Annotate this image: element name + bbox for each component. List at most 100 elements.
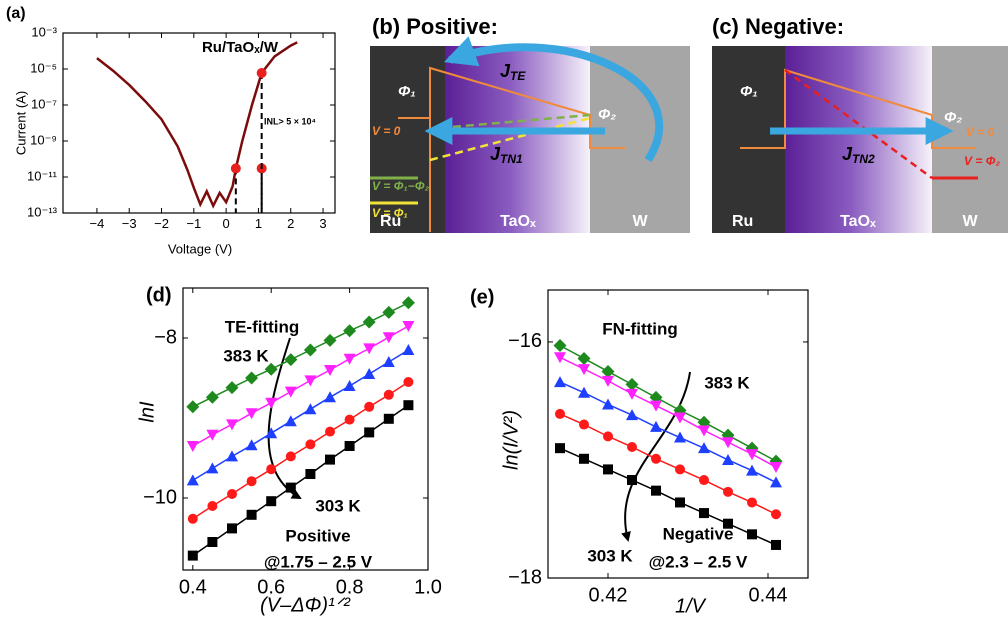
marker: [227, 523, 237, 534]
y-axis-title: ln(I/V²): [500, 410, 522, 470]
marker: [555, 443, 565, 454]
w-region: [932, 46, 1008, 233]
marker: [698, 442, 710, 454]
current-label: JTN2: [842, 144, 875, 166]
annotation: INL> 5 × 10⁴: [264, 116, 316, 126]
marker: [227, 489, 237, 499]
marker: [226, 450, 238, 462]
taox-region: [445, 46, 590, 233]
marker: [771, 509, 781, 520]
voltage-label: V = Φ₂: [964, 154, 1001, 168]
marker: [403, 400, 414, 411]
marker: [225, 381, 239, 395]
y-tick-label: 10⁻⁷: [31, 96, 57, 111]
current-label: JTN1: [490, 144, 523, 166]
marker: [363, 343, 376, 355]
series-line: [559, 447, 777, 546]
x-tick-label: 1.0: [414, 576, 442, 598]
series-line: [96, 41, 298, 209]
panel-label: (a): [6, 5, 26, 22]
series-line: [559, 381, 777, 484]
annotation: 303 K: [315, 496, 361, 515]
x-tick-label: −1: [186, 216, 201, 231]
marker: [747, 497, 757, 508]
x-tick-label: −3: [122, 216, 137, 231]
annotation: 303 K: [587, 546, 633, 565]
phi-label: Φ₂: [944, 109, 962, 126]
panel-label: (e): [470, 286, 494, 308]
marker: [579, 453, 589, 464]
marker: [245, 408, 258, 420]
marker: [186, 400, 200, 414]
voltage-label: V = 0: [372, 124, 401, 138]
panel-label: (d): [146, 284, 172, 306]
w-region: [590, 46, 690, 233]
marker: [651, 485, 661, 496]
phi-label: Φ₂: [598, 106, 616, 123]
marker: [675, 497, 685, 508]
current-symbol: J: [500, 61, 511, 81]
current-sub: TE: [510, 69, 526, 83]
annotation: Negative: [663, 524, 734, 543]
marker: [383, 389, 394, 400]
x-tick-label: 0.6: [257, 576, 285, 598]
x-tick-label: 0.4: [179, 576, 207, 598]
marker: [602, 398, 614, 410]
phi-label: Φ₁: [398, 83, 416, 100]
marker: [723, 518, 733, 529]
marker: [771, 539, 781, 550]
current-sub: TN1: [500, 152, 523, 166]
marker: [362, 315, 376, 329]
marker: [207, 501, 218, 511]
marker: [401, 296, 415, 310]
marker: [324, 391, 336, 403]
annotation: 383 K: [223, 346, 269, 365]
diagram-label: (b) Positive:: [372, 14, 498, 39]
marker: [245, 439, 258, 451]
x-axis-title: (V–ΔΦ)¹ᐟ²: [260, 594, 351, 616]
marker: [304, 403, 317, 415]
voltage-label: V = Φ₁: [372, 206, 408, 220]
marker: [226, 419, 238, 431]
marker: [675, 464, 685, 475]
annotation: FN-fitting: [602, 319, 678, 338]
marker: [363, 368, 376, 379]
x-tick-label: 0: [223, 216, 230, 231]
marker: [746, 464, 758, 476]
marker: [230, 163, 241, 174]
marker: [601, 364, 615, 378]
marker: [746, 449, 758, 461]
marker: [578, 364, 590, 376]
marker: [305, 439, 316, 450]
marker: [246, 476, 257, 487]
marker: [403, 377, 414, 387]
region-label: Ru: [380, 213, 401, 230]
marker: [344, 441, 355, 451]
region-label: Ru: [732, 213, 753, 230]
marker: [205, 390, 219, 404]
marker: [264, 362, 278, 376]
marker: [602, 375, 614, 387]
marker: [266, 464, 277, 475]
marker: [649, 390, 663, 404]
marker: [364, 427, 375, 438]
series-line: [559, 413, 777, 515]
diagram-label: (c) Negative:: [712, 14, 844, 39]
marker: [699, 508, 709, 519]
marker: [266, 496, 277, 507]
marker: [284, 415, 297, 427]
marker: [603, 464, 613, 475]
series-line: [559, 344, 777, 462]
marker: [187, 550, 198, 561]
current-symbol: J: [490, 144, 501, 164]
x-tick-label: 0.44: [749, 584, 788, 606]
region-label: W: [962, 213, 978, 230]
marker: [554, 352, 566, 364]
marker: [723, 486, 733, 497]
marker: [186, 441, 199, 452]
annotation: Ru/TaOₓ/W: [202, 39, 279, 56]
x-tick-label: −2: [154, 216, 169, 231]
x-axis-title: 1/V: [675, 595, 707, 617]
voltage-label: V = Φ₁−Φ₂: [372, 179, 430, 193]
